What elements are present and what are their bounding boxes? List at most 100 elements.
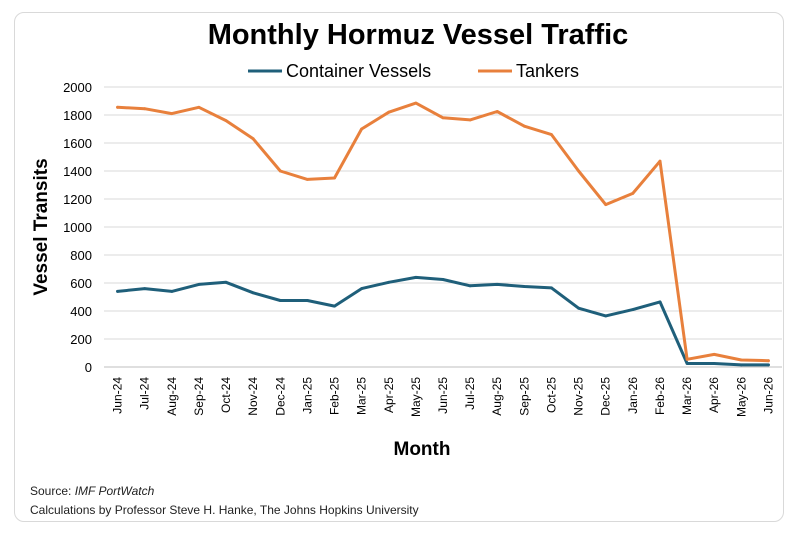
data-point [577, 169, 580, 173]
chart-card [14, 12, 784, 522]
data-point [251, 137, 255, 141]
x-tick-label: Jan-26 [626, 377, 640, 414]
data-point [495, 283, 499, 286]
data-point [414, 276, 418, 279]
data-point [333, 304, 336, 308]
x-tick-label: Mar-25 [355, 377, 369, 415]
x-tick-label: Oct-25 [544, 377, 558, 413]
series-lines [116, 101, 770, 367]
source-label: Source: [30, 484, 75, 498]
x-tick-label: May-25 [409, 377, 423, 417]
data-point [360, 127, 364, 131]
data-point [712, 353, 716, 356]
data-point [441, 116, 445, 120]
data-point [278, 169, 282, 173]
data-point [143, 287, 147, 290]
data-point [197, 283, 201, 286]
y-axis-ticks: 0 200 400 600 800 1000 1200 1400 1600 1800 2000 [63, 80, 92, 375]
y-tick-label: 800 [70, 248, 92, 263]
x-tick-label: Jun-25 [436, 377, 450, 414]
data-point [767, 363, 770, 367]
y-axis-label: Vessel Transits [31, 158, 52, 295]
x-axis-ticks: Jun-24 Jul-24 Aug-24 Sep-24 Oct-24 Nov-24 Dec-… [111, 377, 776, 417]
data-point [739, 363, 743, 367]
x-tick-label: Mar-26 [680, 377, 694, 415]
x-tick-label: Jun-26 [761, 377, 775, 414]
data-point [631, 192, 635, 195]
data-point [468, 284, 472, 288]
x-tick-label: Jul-24 [138, 377, 152, 410]
data-point [224, 280, 228, 284]
x-tick-label: Jan-25 [300, 377, 314, 414]
x-tick-label: May-26 [734, 377, 748, 417]
data-point [251, 291, 255, 295]
x-tick-label: Jul-25 [463, 377, 477, 410]
data-point [224, 119, 228, 122]
x-tick-label: Feb-25 [328, 377, 342, 415]
y-tick-label: 1400 [63, 164, 92, 179]
data-point [658, 159, 662, 163]
data-point [387, 280, 391, 284]
data-point [116, 105, 119, 109]
chart-title: Monthly Hormuz Vessel Traffic [208, 19, 629, 51]
data-point [739, 358, 743, 362]
data-point [495, 110, 499, 113]
x-tick-label: Sep-25 [517, 377, 531, 416]
x-tick-label: Apr-25 [382, 377, 396, 413]
y-tick-label: 400 [70, 304, 92, 319]
data-point [306, 299, 309, 302]
y-tick-label: 200 [70, 332, 92, 347]
data-point [767, 359, 770, 363]
data-point [197, 105, 201, 109]
data-point [685, 362, 689, 365]
data-point [360, 287, 364, 290]
x-axis-label: Month [394, 439, 451, 460]
y-tick-label: 1200 [63, 192, 92, 207]
x-tick-label: Apr-26 [707, 377, 721, 413]
data-point [685, 357, 689, 361]
x-tick-label: Dec-25 [599, 377, 613, 416]
legend: Container Vessels Tankers [248, 61, 579, 81]
series-line-tankers [116, 101, 770, 363]
data-point [658, 300, 662, 304]
data-point [441, 278, 445, 281]
y-tick-label: 1000 [63, 220, 92, 235]
source-note: Source: IMF PortWatch [30, 484, 154, 498]
x-tick-label: Nov-24 [246, 377, 260, 416]
y-tick-label: 600 [70, 276, 92, 291]
data-point [631, 308, 635, 311]
x-tick-label: Feb-26 [653, 377, 667, 415]
gridlines [104, 86, 782, 368]
credit-note: Calculations by Professor Steve H. Hanke… [30, 503, 419, 517]
data-point [550, 133, 553, 137]
series-line-container-vessels [116, 275, 770, 367]
data-point [577, 306, 580, 310]
data-point [604, 314, 608, 318]
legend-entry-container-vessels: Container Vessels [248, 61, 431, 81]
data-point [306, 178, 309, 181]
x-tick-label: Dec-24 [273, 377, 287, 416]
data-point [468, 118, 472, 122]
legend-label-tankers: Tankers [516, 61, 579, 81]
data-point [387, 110, 391, 114]
data-point [333, 176, 336, 180]
data-point [143, 107, 147, 111]
data-point [522, 285, 526, 288]
x-tick-label: Jun-24 [111, 377, 125, 414]
x-tick-label: Nov-25 [572, 377, 586, 416]
y-tick-label: 1600 [63, 136, 92, 151]
y-tick-label: 0 [85, 360, 92, 375]
x-tick-label: Aug-25 [490, 377, 504, 416]
legend-label-container-vessels: Container Vessels [286, 61, 431, 81]
data-point [604, 203, 608, 207]
x-tick-label: Oct-24 [219, 377, 233, 413]
data-point [170, 290, 174, 293]
data-point [522, 124, 526, 128]
y-tick-label: 1800 [63, 108, 92, 123]
x-tick-label: Aug-24 [165, 377, 179, 416]
data-point [278, 299, 282, 302]
y-tick-label: 2000 [63, 80, 92, 95]
data-point [550, 286, 553, 290]
data-point [170, 112, 174, 115]
